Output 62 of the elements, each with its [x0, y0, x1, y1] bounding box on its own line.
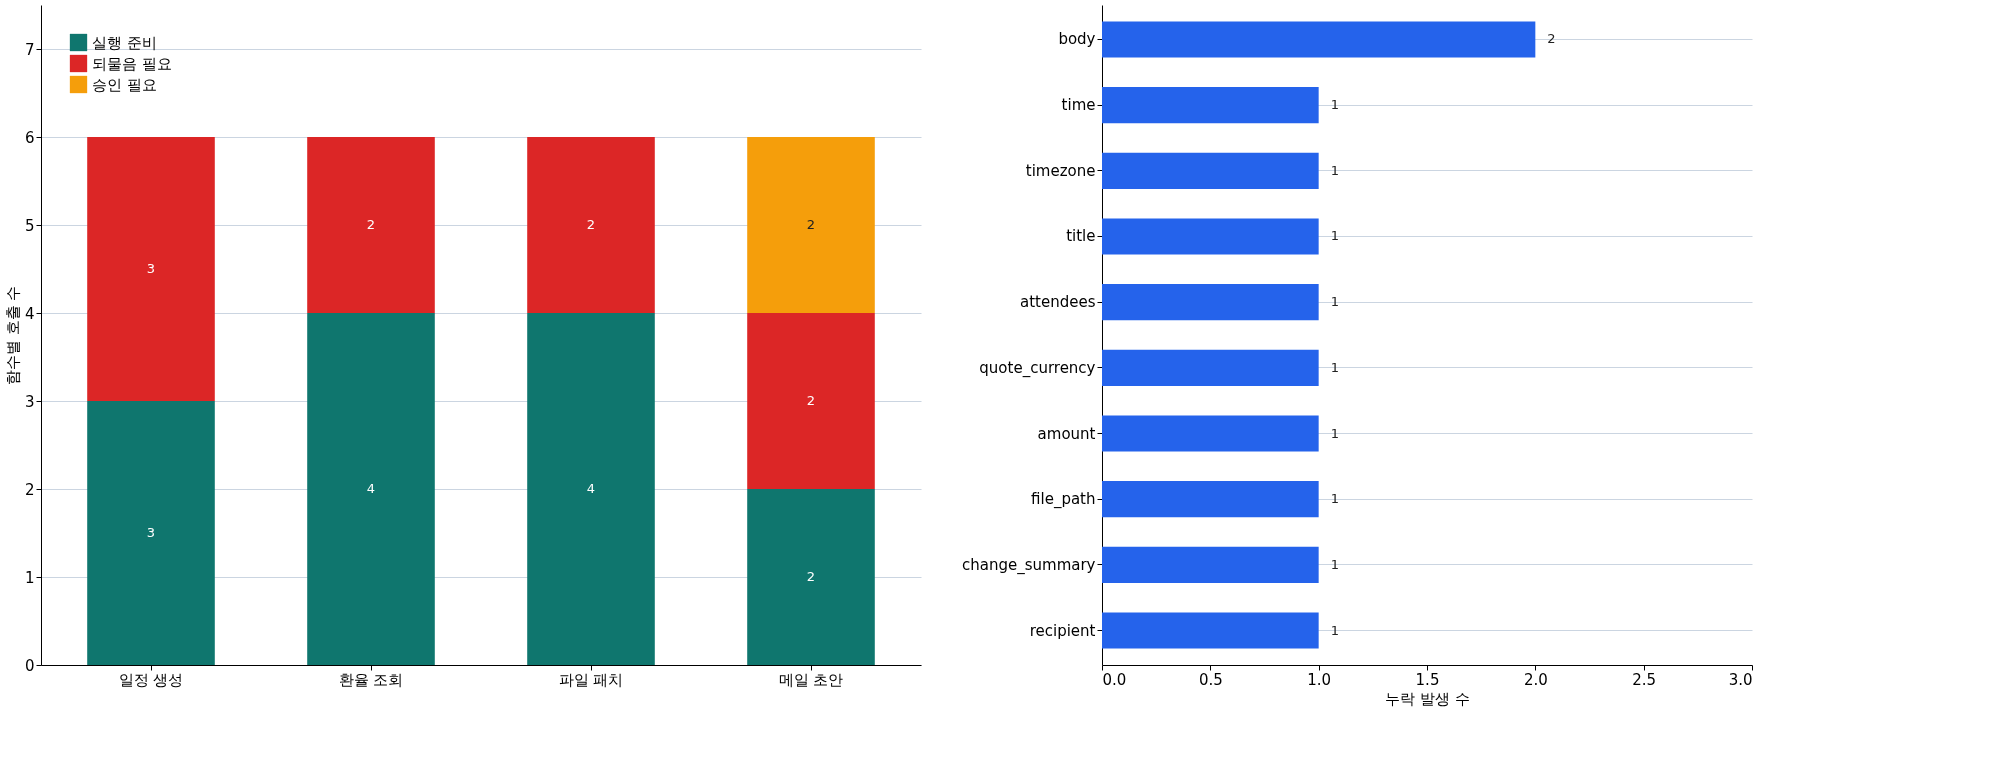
bar — [527, 137, 655, 313]
legend-label: 승인 필요 — [92, 75, 157, 94]
data-label: 1 — [1330, 622, 1339, 638]
data-label: 2 — [366, 217, 376, 232]
x-tick-label: 2.5 — [1632, 670, 1657, 689]
data-label: 1 — [1330, 228, 1339, 244]
x-axis-title: 누락 발생 수 — [1385, 689, 1470, 708]
y-tick-label: 5 — [24, 216, 35, 235]
legend-label: 실행 준비 — [92, 33, 157, 52]
data-label: 1 — [1330, 294, 1339, 310]
bar — [747, 137, 875, 313]
x-tick-label: 메일 초안 — [778, 670, 844, 689]
x-tick-label: 3.0 — [1728, 670, 1753, 689]
y-tick-label: amount — [1037, 424, 1096, 443]
bar — [307, 313, 435, 665]
y-tick-label: 4 — [24, 304, 35, 323]
x-tick-label: 파일 패치 — [558, 670, 624, 689]
data-label: 1 — [1330, 359, 1339, 375]
y-tick-label: 7 — [24, 40, 35, 59]
data-label: 2 — [806, 393, 816, 408]
y-tick-label: change_summary — [962, 555, 1096, 575]
bar — [307, 137, 435, 313]
y-tick-label: timezone — [1025, 161, 1096, 180]
data-label: 4 — [366, 481, 376, 496]
x-tick-label: 0.5 — [1198, 670, 1223, 689]
y-tick-label: 3 — [24, 392, 35, 411]
data-label: 1 — [1330, 162, 1339, 178]
y-tick-label: file_path — [1031, 490, 1096, 510]
y-tick-label: 6 — [24, 128, 35, 147]
legend-label: 되물음 필요 — [92, 54, 172, 73]
data-label: 3 — [146, 525, 156, 540]
y-tick-label: recipient — [1029, 621, 1096, 640]
data-label: 1 — [1330, 97, 1339, 113]
bar — [87, 137, 215, 401]
y-tick-label: 2 — [24, 480, 35, 499]
data-label: 2 — [1547, 31, 1556, 47]
y-tick-label: quote_currency — [979, 358, 1096, 378]
y-tick-label: title — [1066, 227, 1096, 246]
bar — [527, 313, 655, 665]
bar — [87, 401, 215, 665]
y-axis-title: 함수별 호출 수 — [3, 285, 22, 386]
bar — [747, 313, 875, 489]
data-label: 4 — [586, 481, 596, 496]
x-tick-label: 2.0 — [1523, 670, 1548, 689]
data-label: 2 — [806, 217, 816, 232]
x-tick-label: 1.5 — [1415, 670, 1440, 689]
x-tick-label: 일정 생성 — [118, 670, 184, 689]
y-tick-label: time — [1061, 96, 1096, 115]
data-label: 1 — [1330, 556, 1339, 572]
x-tick-label: 환율 조회 — [338, 670, 404, 689]
data-label: 2 — [586, 217, 596, 232]
data-label: 1 — [1330, 491, 1339, 507]
x-tick-label: 1.0 — [1307, 670, 1332, 689]
y-tick-label: body — [1058, 30, 1096, 49]
y-tick-label: 0 — [24, 656, 35, 675]
data-label: 1 — [1330, 425, 1339, 441]
y-tick-label: attendees — [1020, 293, 1096, 312]
bar — [747, 489, 875, 665]
data-label: 2 — [806, 569, 816, 584]
x-tick-label: 0.0 — [1102, 670, 1127, 689]
data-label: 3 — [146, 261, 156, 276]
y-tick-label: 1 — [24, 568, 35, 587]
